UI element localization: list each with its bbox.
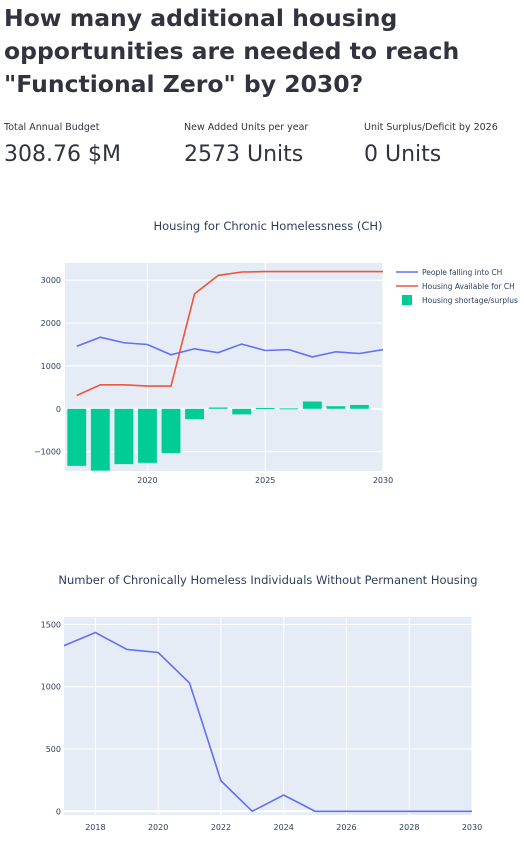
y-tick-label: −1000	[34, 448, 61, 457]
bar	[279, 408, 299, 410]
bar	[255, 407, 275, 409]
y-tick-label: 2000	[41, 319, 61, 328]
y-tick-label: 0	[56, 807, 61, 816]
bar	[302, 401, 322, 409]
chart-title: Number of Chronically Homeless Individua…	[58, 573, 477, 587]
bar	[185, 408, 204, 420]
bar	[350, 404, 369, 409]
bar	[114, 408, 134, 465]
y-tick-label: 1500	[41, 620, 61, 629]
bar	[161, 408, 181, 453]
metric-label: Total Annual Budget	[4, 122, 100, 133]
y-tick-label: 500	[46, 745, 61, 754]
legend-entry: Housing Available for CH	[422, 282, 515, 291]
bar	[326, 406, 346, 409]
bar	[67, 408, 87, 466]
x-tick-label: 2020	[148, 823, 168, 832]
metric-value: 308.76 $M	[4, 142, 121, 167]
legend-entry: Housing shortage/surplus	[422, 296, 518, 305]
page-title: How many additional housing opportunitie…	[4, 4, 460, 98]
housing-chart: Housing for Chronic Homelessness (CH) 202…	[34, 219, 518, 485]
x-tick-label: 2028	[399, 823, 419, 832]
series-line	[76, 270, 383, 397]
x-tick-label: 2024	[274, 823, 294, 832]
metric-label: Unit Surplus/Deficit by 2026	[364, 122, 498, 133]
y-tick-label: 1000	[41, 683, 61, 692]
bar	[138, 408, 157, 463]
metric-label: New Added Units per year	[184, 122, 309, 133]
x-tick-label: 2020	[137, 476, 157, 485]
metric-total-annual-budget: Total Annual Budget 308.76 $M	[4, 122, 121, 168]
homeless-individuals-chart: Number of Chronically Homeless Individua…	[41, 573, 483, 832]
legend-entry: People falling into CH	[422, 268, 502, 277]
x-tick-label: 2030	[462, 823, 482, 832]
bar	[90, 408, 110, 471]
series-line	[63, 631, 472, 813]
x-tick-label: 2018	[85, 823, 105, 832]
metric-unit-surplus-deficit: Unit Surplus/Deficit by 2026 0 Units	[364, 122, 498, 168]
y-tick-label: 0	[56, 405, 61, 414]
metric-new-added-units: New Added Units per year 2573 Units	[184, 122, 308, 168]
metric-value: 2573 Units	[184, 142, 304, 167]
chart-title: Housing for Chronic Homelessness (CH)	[153, 219, 382, 233]
x-tick-label: 2025	[255, 476, 275, 485]
metric-value: 0 Units	[364, 142, 442, 167]
bar	[232, 408, 252, 415]
plot-area	[64, 617, 472, 815]
x-tick-label: 2022	[211, 823, 231, 832]
series-line	[76, 336, 384, 358]
y-tick-label: 3000	[41, 276, 61, 285]
x-tick-label: 2030	[373, 476, 393, 485]
x-tick-label: 2026	[336, 823, 356, 832]
y-tick-label: 1000	[41, 362, 61, 371]
bar	[208, 407, 228, 409]
legend-swatch	[402, 295, 412, 305]
plot-area	[65, 263, 383, 471]
